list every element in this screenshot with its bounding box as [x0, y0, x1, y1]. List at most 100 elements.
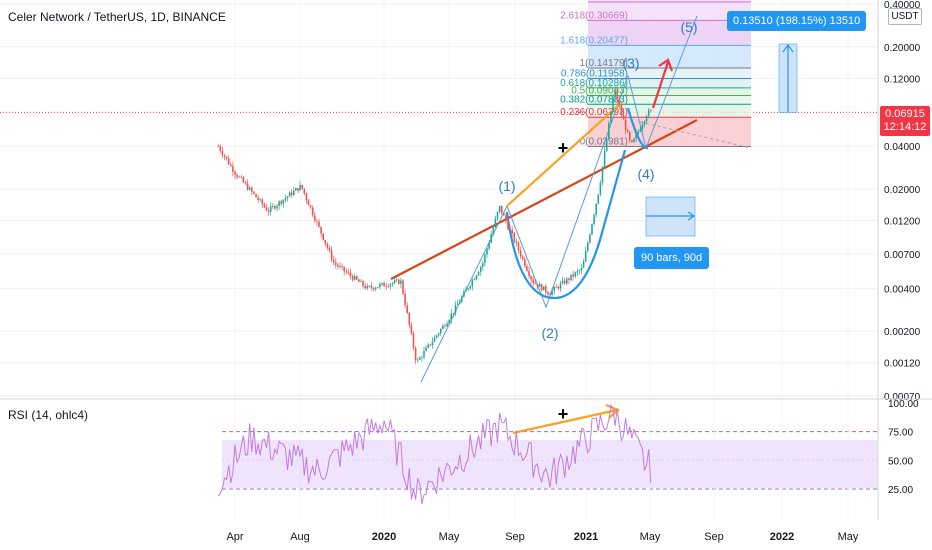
candle: [626, 128, 629, 133]
candle-body: [622, 114, 625, 120]
candle-body: [251, 187, 253, 192]
candle: [591, 223, 593, 236]
candle: [566, 276, 568, 286]
projection-arrow: [651, 61, 670, 109]
candle: [240, 174, 243, 179]
candle: [452, 312, 455, 318]
candle-body: [335, 262, 337, 265]
candle-body: [574, 272, 577, 277]
candle-body: [444, 325, 446, 327]
candle: [593, 213, 595, 227]
candle: [580, 264, 583, 274]
candle-body: [366, 286, 369, 289]
candle: [450, 309, 453, 325]
price-tick-label: 0.02000: [884, 185, 921, 196]
candle: [612, 94, 614, 113]
candle: [578, 269, 581, 275]
fib-level-label: 0.5(0.09083): [571, 86, 628, 97]
candle-body: [624, 119, 627, 131]
candle-body: [572, 274, 574, 277]
bar-countdown: 12:14:12: [883, 121, 927, 133]
candle: [393, 276, 396, 285]
candle: [347, 268, 350, 275]
candle: [225, 156, 228, 161]
currency-selector[interactable]: USDT: [888, 8, 922, 25]
candle: [641, 121, 644, 133]
time-tick-label: Apr: [226, 531, 243, 543]
candle: [477, 270, 480, 276]
candle: [427, 342, 430, 349]
candle: [330, 246, 333, 263]
rsi-tick-label: 25.00: [888, 485, 913, 496]
candle: [503, 211, 505, 216]
candle-body: [612, 97, 614, 112]
candle-body: [356, 276, 358, 280]
candle: [301, 184, 304, 190]
candle-body: [561, 280, 564, 284]
candle-body: [225, 156, 228, 159]
candle-body: [223, 155, 226, 157]
candle: [343, 266, 346, 276]
candle: [368, 285, 371, 288]
candle-body: [421, 357, 423, 359]
candle-body: [383, 282, 385, 287]
candle: [482, 260, 484, 271]
candle-body: [473, 279, 476, 281]
candle-body: [343, 266, 346, 272]
candle: [400, 277, 402, 289]
fib-zone: [588, 95, 751, 105]
candle-body: [498, 205, 501, 212]
candle: [286, 195, 289, 202]
candle-body: [603, 151, 606, 167]
candle: [639, 126, 642, 133]
candle: [496, 211, 499, 221]
candle: [391, 281, 394, 288]
candle-body: [232, 165, 234, 172]
current-price-value: 0.06915: [885, 108, 925, 120]
candle: [429, 344, 432, 347]
candle-body: [219, 146, 222, 151]
candle-body: [286, 196, 289, 199]
candle-body: [404, 293, 406, 306]
fib-zone-top: [588, 0, 751, 21]
candle-body: [269, 206, 272, 212]
candle: [605, 136, 608, 152]
candle-body: [563, 280, 566, 284]
candle-body: [278, 201, 280, 206]
candle: [276, 204, 278, 212]
candle-body: [347, 272, 350, 274]
candle-body: [511, 229, 514, 233]
candle: [624, 116, 627, 135]
candle: [582, 258, 585, 269]
candle-body: [393, 280, 396, 283]
candle: [288, 191, 291, 197]
candle: [381, 282, 383, 287]
candle-body: [570, 274, 572, 280]
candle: [647, 107, 650, 119]
candle: [479, 265, 482, 276]
candle-body: [595, 203, 598, 215]
candle: [513, 231, 516, 244]
fib-zone: [588, 78, 751, 88]
candle-body: [486, 248, 488, 255]
wave-label: (3): [622, 55, 639, 71]
candle-body: [557, 287, 560, 289]
candle: [526, 263, 528, 272]
candle-body: [351, 276, 354, 280]
candle-body: [593, 214, 595, 225]
candle: [341, 263, 343, 271]
rsi-tick-label: 100.00: [888, 399, 919, 410]
candle-body: [244, 182, 247, 184]
candle-body: [608, 123, 610, 140]
candle: [599, 180, 602, 197]
candle: [584, 246, 587, 263]
candle: [358, 278, 360, 283]
candle-body: [458, 301, 461, 304]
candle: [272, 203, 274, 209]
candle: [456, 299, 459, 306]
cup-curve: [505, 149, 627, 300]
candle-body: [521, 256, 524, 259]
candle-body: [389, 284, 392, 287]
candle: [610, 111, 612, 124]
rsi-tick-label: 75.00: [888, 428, 913, 439]
